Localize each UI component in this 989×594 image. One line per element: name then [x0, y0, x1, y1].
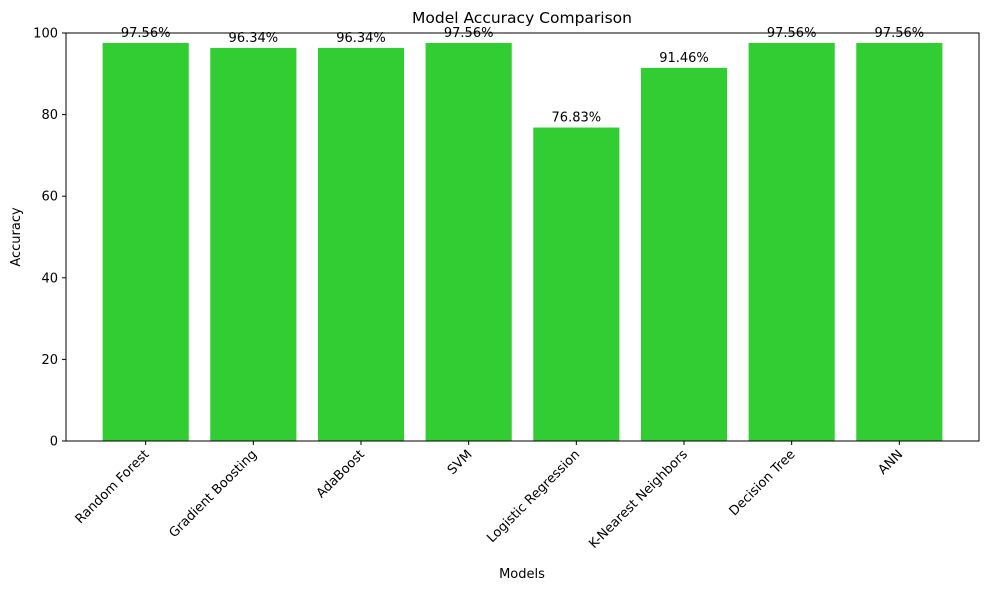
y-tick-label: 80: [41, 108, 58, 123]
y-axis-ticks: 0 20 40 60 80 100: [33, 27, 66, 450]
y-tick-label: 0: [50, 435, 58, 450]
value-label-logistic-regression: 76.83%: [552, 111, 602, 126]
bar-gradient-boosting: [210, 47, 297, 442]
y-tick-label: 100: [33, 27, 58, 42]
bar-logistic-regression: [533, 127, 620, 441]
bar-svm: [425, 42, 512, 442]
bar-random-forest: [102, 42, 189, 442]
y-axis-label: Accuracy: [9, 207, 24, 267]
value-label-gradient-boosting: 96.34%: [229, 31, 279, 46]
bar-ann: [856, 42, 943, 442]
y-tick-label: 60: [41, 190, 58, 205]
y-tick-label: 20: [41, 353, 58, 368]
chart-title: Model Accuracy Comparison: [412, 9, 632, 27]
y-tick-label: 40: [41, 271, 58, 286]
bar-k-nearest-neighbors: [640, 67, 728, 441]
bar-decision-tree: [748, 42, 835, 442]
plot-frame: [65, 32, 980, 442]
bars-layer: [102, 42, 943, 442]
value-label-adaboost: 96.34%: [336, 31, 386, 46]
x-axis-label: Models: [499, 567, 545, 582]
value-label-k-nearest-neighbors: 91.46%: [659, 51, 709, 66]
bar-adaboost: [317, 47, 405, 442]
